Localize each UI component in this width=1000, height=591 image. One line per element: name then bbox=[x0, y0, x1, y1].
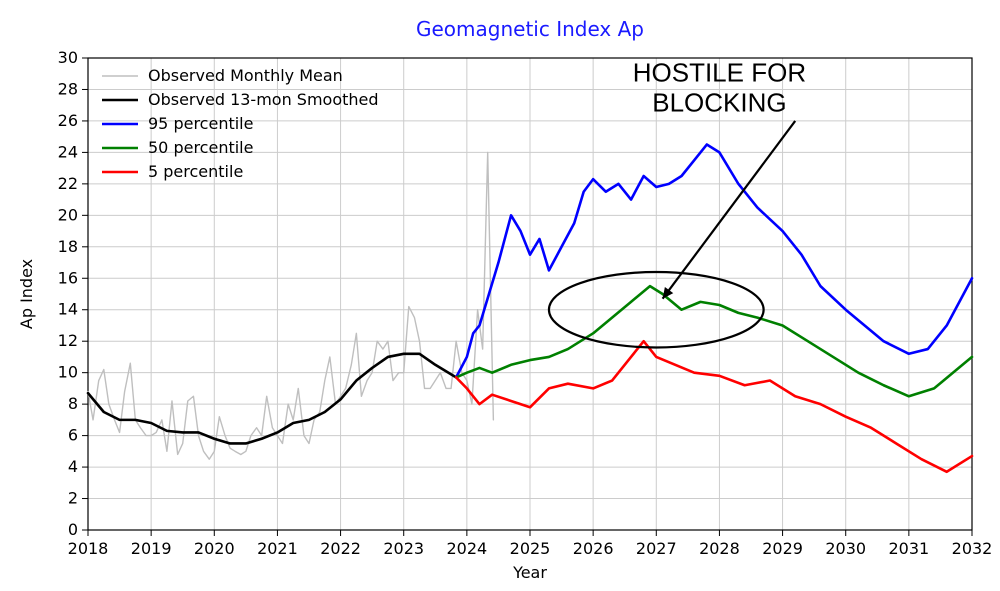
x-axis-label: Year bbox=[512, 563, 547, 582]
ytick-label: 26 bbox=[58, 111, 78, 130]
xtick-label: 2029 bbox=[762, 539, 803, 558]
chart-bg bbox=[0, 0, 1000, 591]
chart-container: 2018201920202021202220232024202520262027… bbox=[0, 0, 1000, 591]
ytick-label: 22 bbox=[58, 174, 78, 193]
ytick-label: 18 bbox=[58, 237, 78, 256]
ytick-label: 10 bbox=[58, 363, 78, 382]
ytick-label: 2 bbox=[68, 489, 78, 508]
ytick-label: 4 bbox=[68, 457, 78, 476]
ytick-label: 6 bbox=[68, 426, 78, 445]
legend-label-observed_smoothed: Observed 13-mon Smoothed bbox=[148, 90, 379, 109]
xtick-label: 2025 bbox=[510, 539, 551, 558]
xtick-label: 2026 bbox=[573, 539, 614, 558]
ytick-label: 0 bbox=[68, 520, 78, 539]
xtick-label: 2030 bbox=[825, 539, 866, 558]
chart-svg: 2018201920202021202220232024202520262027… bbox=[0, 0, 1000, 591]
xtick-label: 2031 bbox=[888, 539, 929, 558]
legend-label-p95: 95 percentile bbox=[148, 114, 253, 133]
xtick-label: 2032 bbox=[952, 539, 993, 558]
chart-title: Geomagnetic Index Ap bbox=[416, 17, 644, 41]
legend-label-p5: 5 percentile bbox=[148, 162, 243, 181]
xtick-label: 2027 bbox=[636, 539, 677, 558]
xtick-label: 2019 bbox=[131, 539, 172, 558]
ytick-label: 30 bbox=[58, 48, 78, 67]
ytick-label: 8 bbox=[68, 394, 78, 413]
xtick-label: 2024 bbox=[446, 539, 487, 558]
ytick-label: 12 bbox=[58, 331, 78, 350]
annotation-text-line2: BLOCKING bbox=[652, 88, 786, 118]
ytick-label: 14 bbox=[58, 300, 78, 319]
ytick-label: 16 bbox=[58, 268, 78, 287]
xtick-label: 2018 bbox=[68, 539, 109, 558]
ytick-label: 20 bbox=[58, 205, 78, 224]
xtick-label: 2028 bbox=[699, 539, 740, 558]
xtick-label: 2022 bbox=[320, 539, 361, 558]
xtick-label: 2023 bbox=[383, 539, 424, 558]
annotation-text-line1: HOSTILE FOR bbox=[633, 58, 806, 88]
legend-label-p50: 50 percentile bbox=[148, 138, 253, 157]
xtick-label: 2021 bbox=[257, 539, 298, 558]
y-axis-label: Ap Index bbox=[17, 259, 36, 329]
ytick-label: 24 bbox=[58, 142, 78, 161]
legend-label-observed_monthly: Observed Monthly Mean bbox=[148, 66, 343, 85]
xtick-label: 2020 bbox=[194, 539, 235, 558]
ytick-label: 28 bbox=[58, 79, 78, 98]
